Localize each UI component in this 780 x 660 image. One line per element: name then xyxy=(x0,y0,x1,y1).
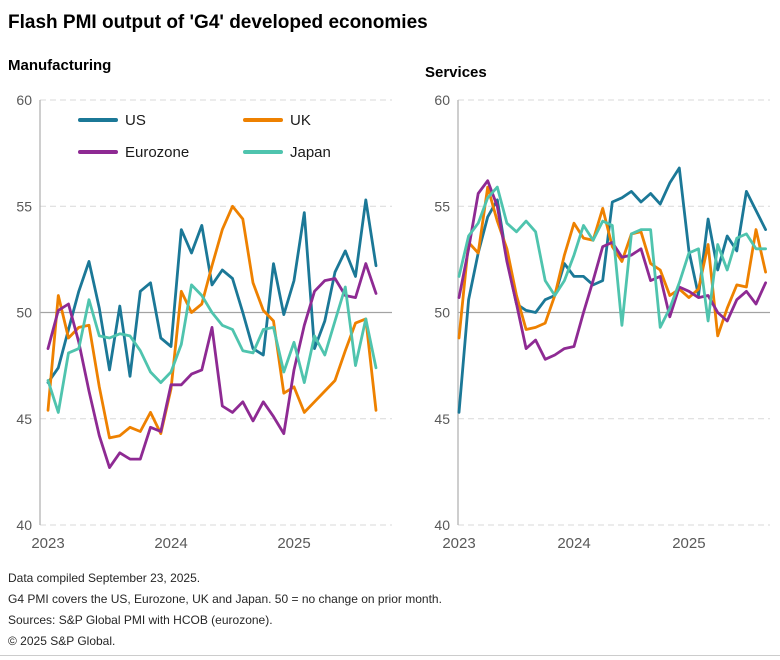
y-axis-tick-label: 45 xyxy=(16,411,32,427)
us-series-line xyxy=(457,166,767,414)
legend: US UK Eurozone Japan xyxy=(78,104,331,168)
eurozone-series-line xyxy=(457,179,767,361)
manufacturing-panel-title: Manufacturing xyxy=(8,57,112,74)
footnote-coverage: G4 PMI covers the US, Eurozone, UK and J… xyxy=(8,592,442,606)
footnotes: Data compiled September 23, 2025. G4 PMI… xyxy=(8,568,442,652)
us-series-line xyxy=(46,198,378,384)
y-axis-tick-label: 60 xyxy=(434,92,450,108)
y-axis-tick-label: 55 xyxy=(16,198,32,214)
x-axis-tick-label: 2024 xyxy=(154,535,187,552)
footnote-data-compiled: Data compiled September 23, 2025. xyxy=(8,571,201,585)
legend-label-japan: Japan xyxy=(290,143,331,161)
x-axis-tick-label: 2024 xyxy=(557,535,590,552)
uk-series-line xyxy=(46,204,378,440)
eurozone-series-line xyxy=(46,262,378,469)
legend-item-uk: UK xyxy=(243,112,331,129)
footnote-sources: Sources: S&P Global PMI with HCOB (euroz… xyxy=(8,613,273,627)
y-axis-tick-label: 45 xyxy=(434,411,450,427)
x-axis-tick-label: 2023 xyxy=(31,535,64,552)
x-axis-tick-label: 2025 xyxy=(672,535,705,552)
us-line-swatch xyxy=(78,118,118,122)
uk-line-swatch xyxy=(243,118,283,122)
services-panel-title: Services xyxy=(425,64,487,81)
x-axis-tick-label: 2025 xyxy=(277,535,310,552)
legend-item-eurozone: Eurozone xyxy=(78,144,243,161)
page-title: Flash PMI output of 'G4' developed econo… xyxy=(8,12,428,33)
legend-item-us: US xyxy=(78,112,243,129)
y-axis-tick-label: 40 xyxy=(434,517,450,533)
japan-series-line xyxy=(46,283,378,414)
japan-series-line xyxy=(457,185,767,329)
y-axis-tick-label: 50 xyxy=(434,305,450,321)
legend-label-uk: UK xyxy=(290,111,311,129)
legend-item-japan: Japan xyxy=(243,144,331,161)
y-axis-tick-label: 55 xyxy=(434,198,450,214)
japan-line-swatch xyxy=(243,150,283,154)
legend-label-us: US xyxy=(125,111,146,129)
x-axis-tick-label: 2023 xyxy=(442,535,475,552)
manufacturing-chart: 60 55 50 45 40 2023 2024 2025 xyxy=(16,92,392,552)
services-chart: 60 55 50 45 40 2023 2024 2025 xyxy=(434,92,770,552)
y-axis-tick-label: 50 xyxy=(16,305,32,321)
bottom-divider xyxy=(0,655,780,656)
y-axis-tick-label: 40 xyxy=(16,517,32,533)
legend-label-eurozone: Eurozone xyxy=(125,143,190,161)
footnote-copyright: © 2025 S&P Global. xyxy=(8,634,116,648)
eurozone-line-swatch xyxy=(78,150,118,154)
y-axis-tick-label: 60 xyxy=(16,92,32,108)
